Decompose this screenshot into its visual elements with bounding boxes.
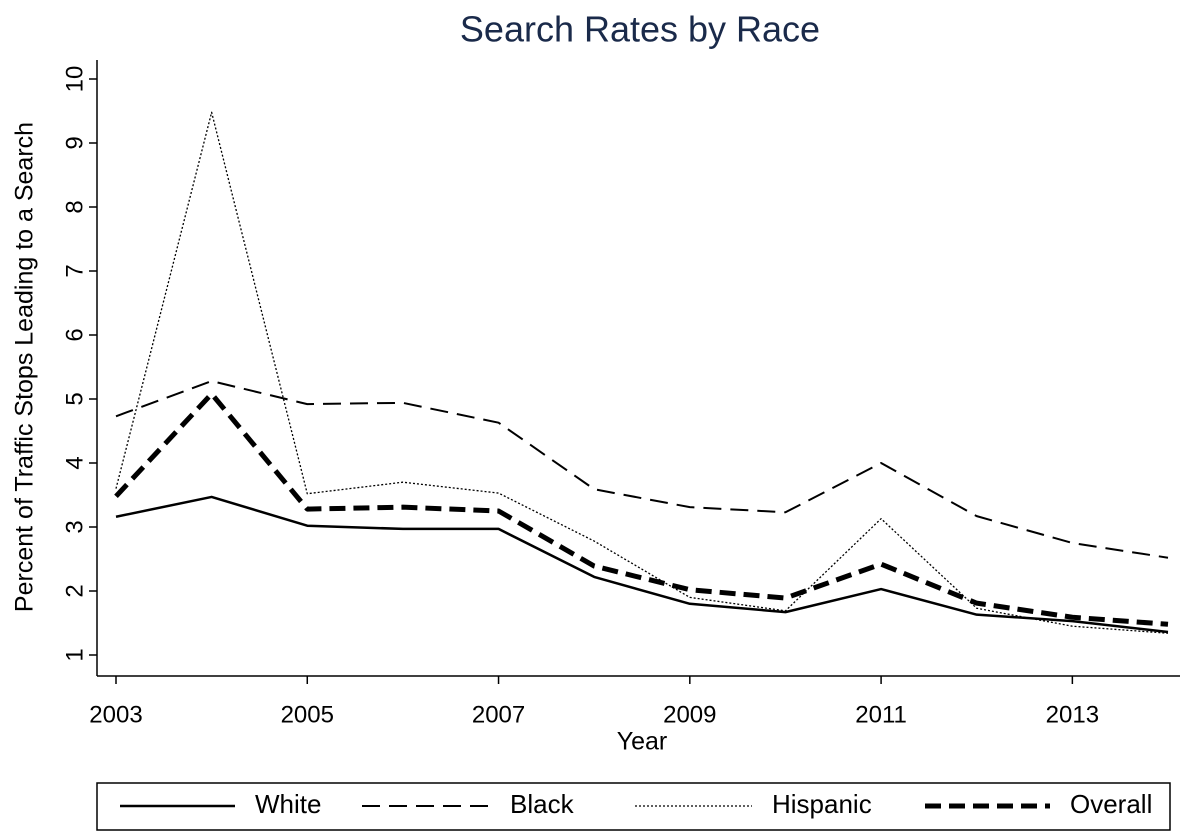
y-tick-label: 2 bbox=[61, 584, 88, 597]
y-tick-label: 1 bbox=[61, 648, 88, 661]
y-axis-label: Percent of Traffic Stops Leading to a Se… bbox=[11, 122, 39, 612]
series-line bbox=[115, 495, 1169, 634]
y-tick-label: 10 bbox=[61, 66, 88, 93]
legend-label: White bbox=[255, 789, 321, 819]
x-tick-label: 2009 bbox=[663, 701, 716, 728]
y-tick-label: 6 bbox=[61, 328, 88, 341]
chart-title: Search Rates by Race bbox=[460, 9, 820, 50]
x-tick-label: 2003 bbox=[89, 701, 142, 728]
x-tick-label: 2007 bbox=[472, 701, 525, 728]
series-line bbox=[114, 391, 1169, 627]
x-tick-label: 2011 bbox=[855, 701, 907, 728]
y-tick-label: 4 bbox=[61, 456, 88, 469]
legend bbox=[96, 782, 1171, 831]
x-tick-label: 2013 bbox=[1046, 701, 1099, 728]
x-tick-label: 2005 bbox=[281, 701, 334, 728]
x-axis-label: Year bbox=[617, 728, 668, 756]
y-tick-label: 8 bbox=[61, 200, 88, 213]
series-line bbox=[115, 111, 1169, 634]
y-tick-label: 7 bbox=[61, 264, 88, 277]
legend-label: Black bbox=[510, 789, 575, 819]
y-tick-label: 9 bbox=[61, 136, 88, 149]
legend-label: Overall bbox=[1070, 789, 1152, 819]
y-tick-label: 3 bbox=[61, 520, 88, 533]
y-tick-label: 5 bbox=[61, 392, 88, 405]
legend-label: Hispanic bbox=[772, 789, 872, 819]
series-line bbox=[115, 380, 1169, 559]
